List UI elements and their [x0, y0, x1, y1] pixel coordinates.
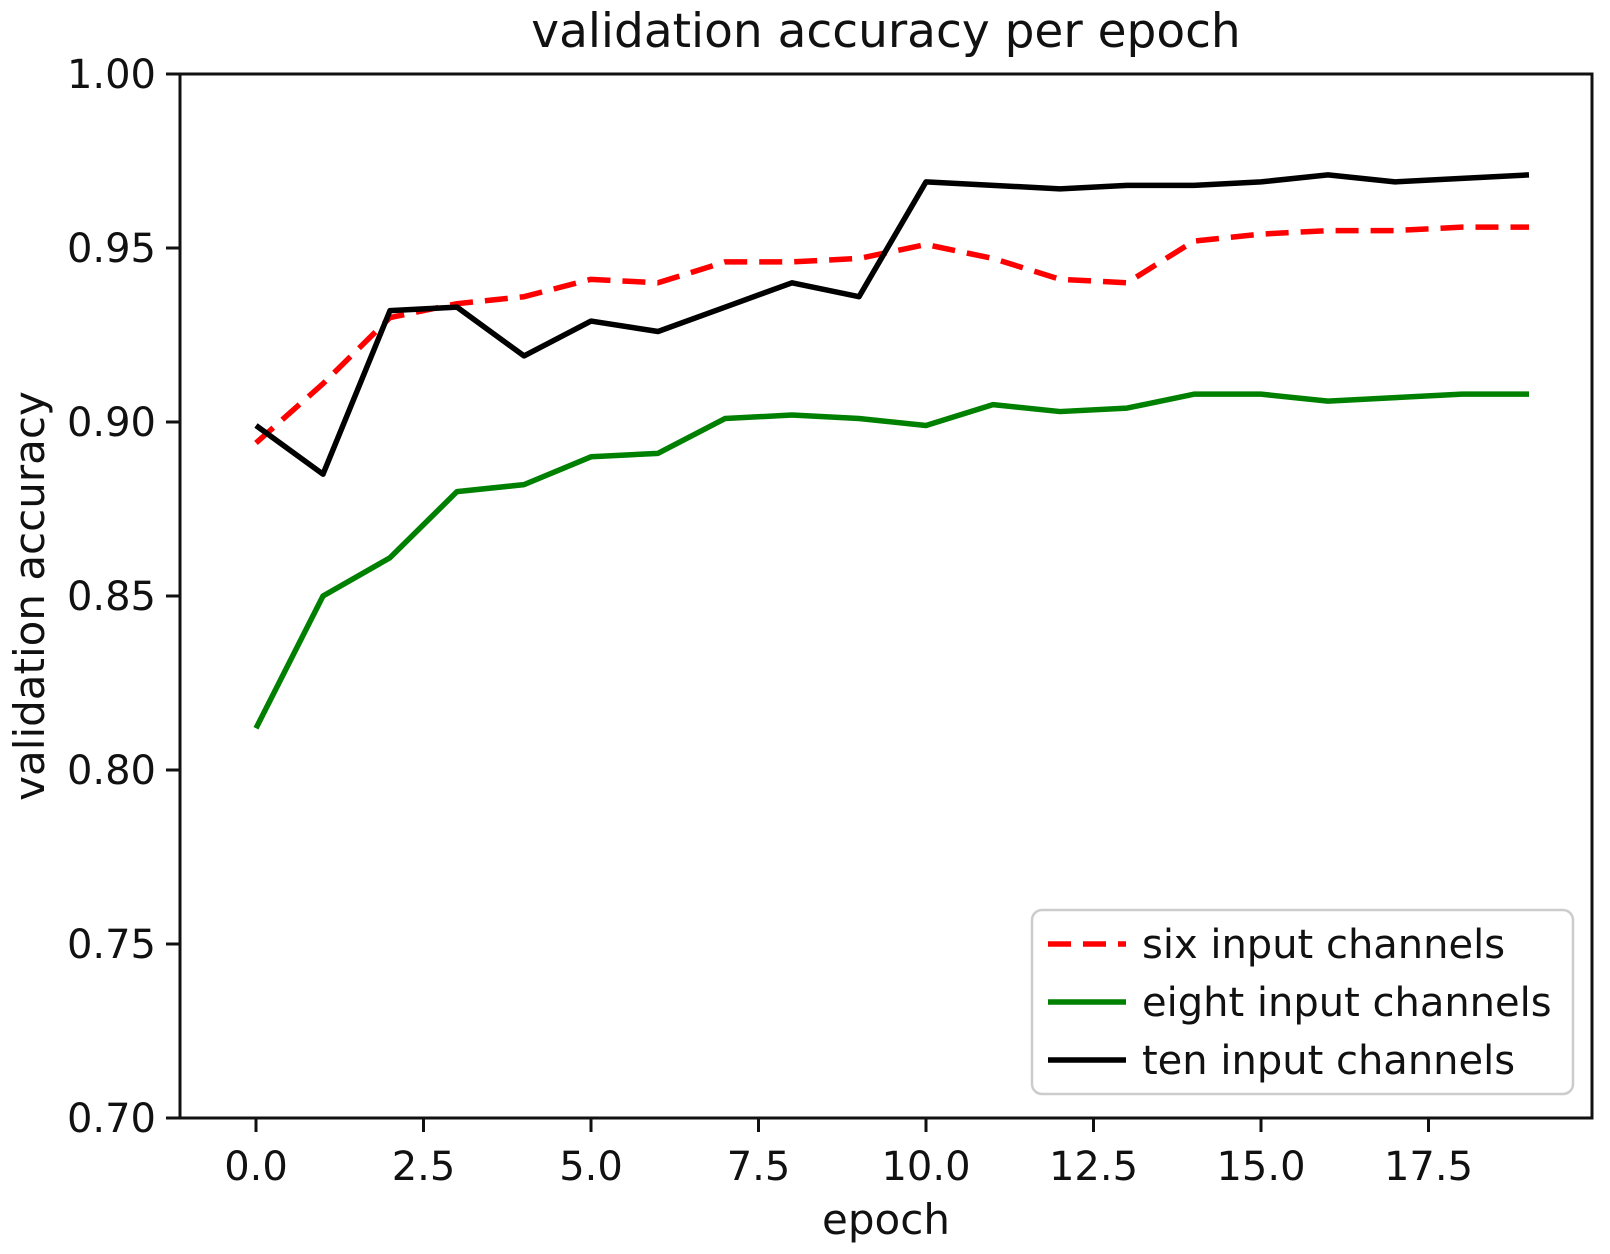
- series-line-ten-input-channels: [254, 172, 1530, 477]
- legend-box: [1030, 908, 1575, 1096]
- x-axis-label: epoch: [822, 1195, 950, 1244]
- y-tick-label: 0.70: [67, 1096, 156, 1142]
- x-tick-label: 17.5: [1384, 1144, 1473, 1190]
- y-axis-label: validation accuracy: [5, 391, 54, 801]
- x-tick-label: 12.5: [1049, 1144, 1138, 1190]
- y-axis-ticks: 0.70 0.75 0.80 0.85 0.90 0.95 1.00: [67, 52, 180, 1142]
- data-series: [253, 172, 1530, 730]
- x-tick-label: 7.5: [727, 1144, 791, 1190]
- series-line-eight-input-channels: [253, 391, 1529, 730]
- legend-label-eight-input-channels: eight input channels: [1142, 980, 1552, 1026]
- x-tick-label: 10.0: [881, 1144, 970, 1190]
- x-tick-label: 0.0: [224, 1144, 288, 1190]
- x-axis-ticks: 0.0 2.5 5.0 7.5 10.0 12.5 15.0 17.5: [224, 1118, 1473, 1190]
- y-tick-label: 0.90: [67, 400, 156, 446]
- y-tick-label: 0.85: [67, 574, 156, 620]
- x-tick-label: 15.0: [1216, 1144, 1305, 1190]
- y-tick-label: 0.95: [67, 226, 156, 272]
- y-tick-label: 0.75: [67, 922, 156, 968]
- chart-title: validation accuracy per epoch: [531, 4, 1240, 59]
- x-tick-label: 2.5: [392, 1144, 456, 1190]
- y-tick-label: 0.80: [67, 748, 156, 794]
- series-line-six-input-channels: [254, 224, 1529, 445]
- x-tick-label: 5.0: [559, 1144, 623, 1190]
- legend-label-ten-input-channels: ten input channels: [1142, 1038, 1515, 1084]
- legend-label-six-input-channels: six input channels: [1142, 922, 1505, 968]
- y-tick-label: 1.00: [67, 52, 156, 98]
- legend: six input channels eight input channels te…: [1030, 908, 1575, 1096]
